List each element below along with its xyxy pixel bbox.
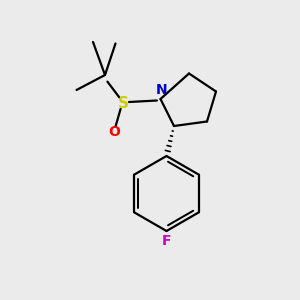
Text: S: S (118, 96, 128, 111)
Text: F: F (162, 234, 171, 248)
Text: O: O (108, 125, 120, 139)
Text: N: N (156, 83, 168, 98)
